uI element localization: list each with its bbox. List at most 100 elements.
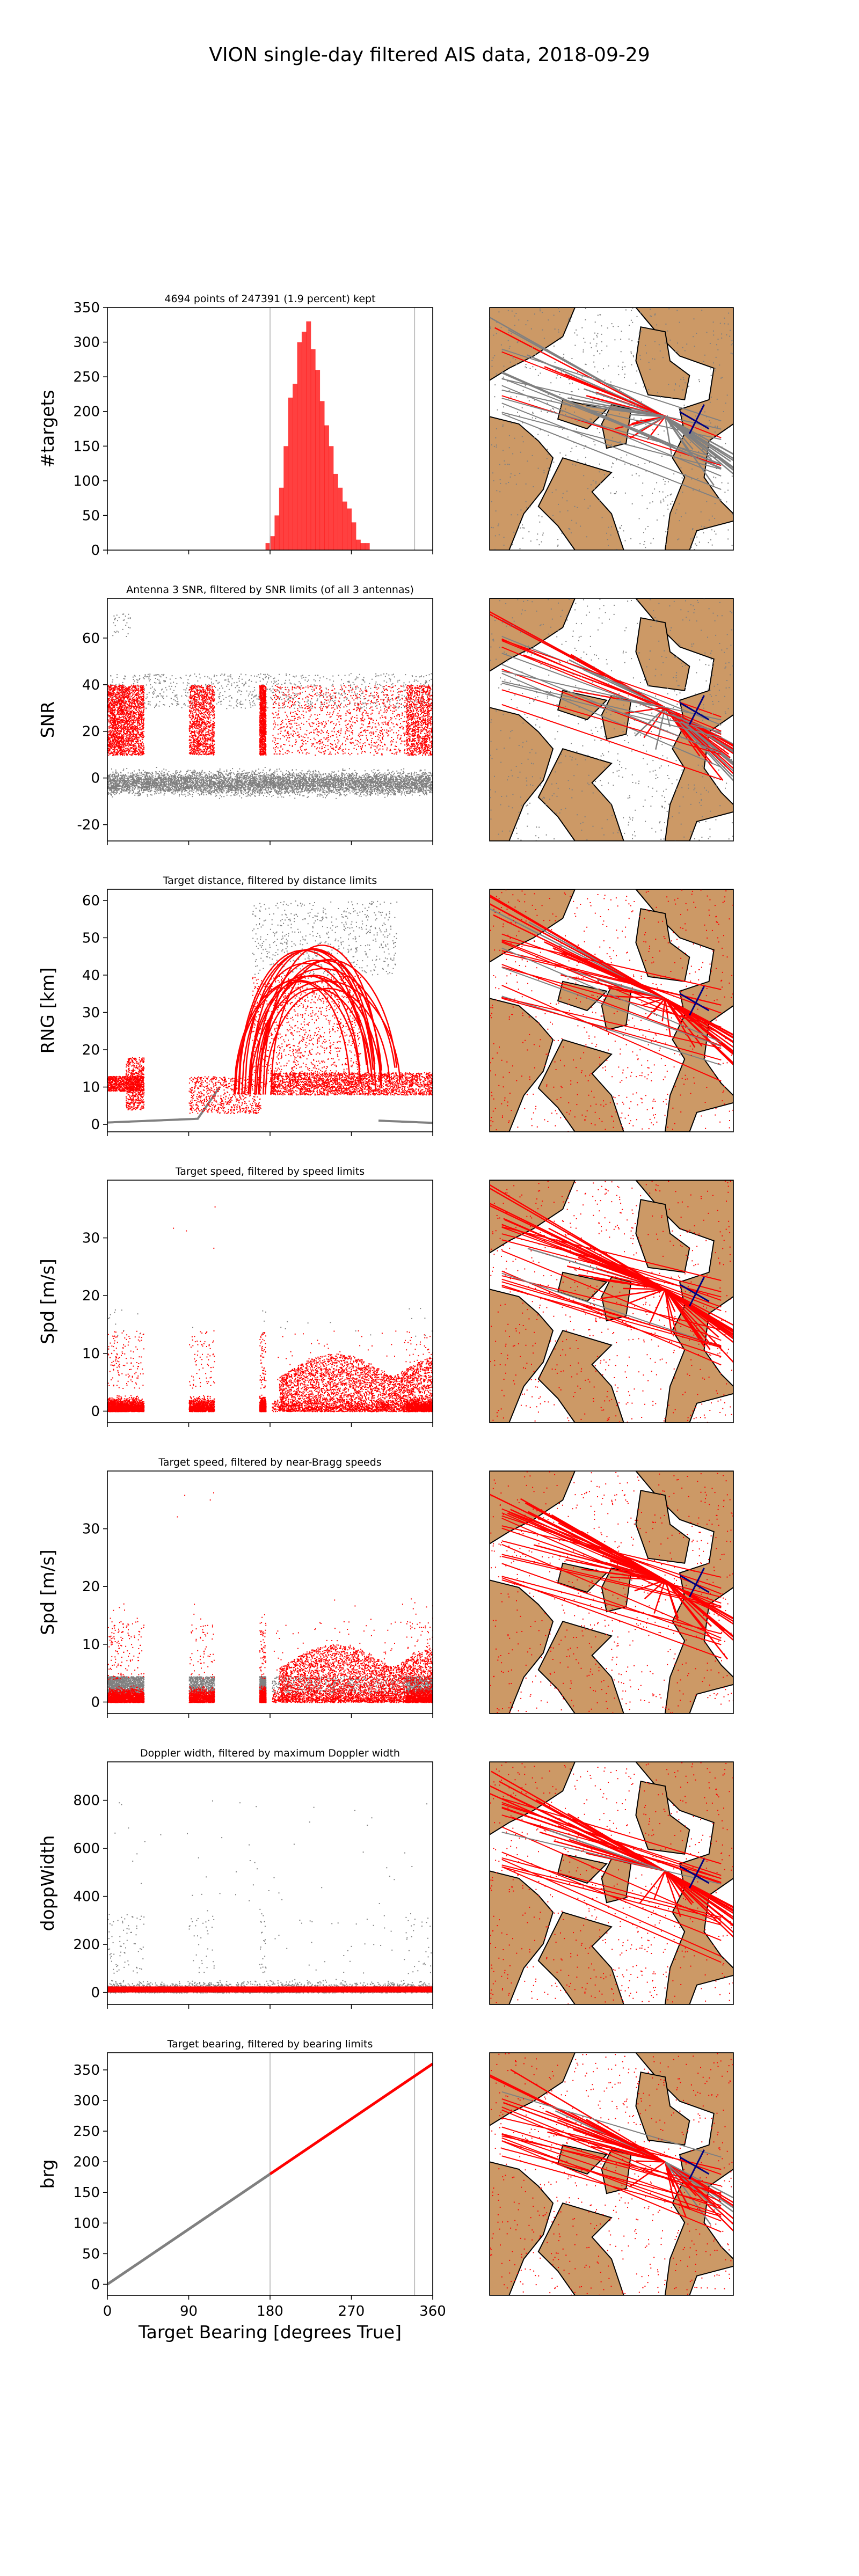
y-tick-label: 60 — [82, 893, 100, 909]
y-tick-label: 350 — [73, 300, 100, 316]
histogram-bar — [320, 401, 325, 550]
histogram-bar — [270, 536, 275, 550]
panel-title: Doppler width, filtered by maximum Doppl… — [140, 1747, 400, 1759]
y-tick-label: 50 — [82, 930, 100, 946]
histogram-bar — [329, 446, 333, 550]
y-tick-label: 0 — [91, 543, 100, 559]
histogram-bar — [343, 502, 347, 550]
scatter-points — [108, 1913, 434, 1974]
scatter-points — [112, 613, 131, 637]
scatter-points — [107, 685, 434, 756]
y-tick-label: 200 — [73, 2154, 100, 2170]
chart-panel-range: Target distance, filtered by distance li… — [37, 875, 434, 1136]
y-tick-label: 10 — [82, 1637, 100, 1653]
y-tick-label: 400 — [73, 1889, 100, 1905]
y-tick-label: 0 — [91, 1985, 100, 2001]
plot-area — [107, 1492, 434, 1703]
y-tick-label: 100 — [73, 2215, 100, 2231]
y-tick-label: 30 — [82, 1231, 100, 1247]
histogram-bar — [288, 398, 293, 550]
chart-panel-doppler: Doppler width, filtered by maximum Doppl… — [37, 1747, 434, 2009]
map-area — [454, 2053, 853, 2296]
panel-title: Target bearing, filtered by bearing limi… — [167, 2038, 373, 2050]
y-tick-label: 30 — [82, 1521, 100, 1538]
y-tick-label: 0 — [91, 1403, 100, 1419]
histogram-bar — [311, 349, 316, 550]
scatter-points — [177, 1492, 214, 1518]
scatter-points — [107, 767, 434, 799]
chart-panel-histogram: 4694 points of 247391 (1.9 percent) kept… — [37, 293, 433, 559]
bearing-series-line — [270, 2064, 433, 2174]
rejected-track — [378, 1121, 433, 1123]
y-tick-label: 250 — [73, 2124, 100, 2140]
axes-frame — [107, 598, 433, 841]
map-panel-2 — [453, 595, 852, 842]
panel-title: Target distance, filtered by distance li… — [163, 875, 377, 887]
histogram-bar — [347, 509, 352, 550]
histogram-bar — [360, 543, 365, 550]
map-panel-1 — [460, 300, 842, 551]
x-tick-label: 90 — [180, 2303, 198, 2319]
kept-band — [107, 1986, 433, 1992]
x-axis-label: Target Bearing [degrees True] — [138, 2322, 402, 2343]
histogram-bar — [324, 426, 329, 550]
y-axis-label: Spd [m/s] — [37, 1549, 58, 1635]
chart-panel-bearing: Target bearing, filtered by bearing limi… — [37, 2038, 446, 2343]
axes-frame — [107, 889, 433, 1132]
y-tick-label: 50 — [82, 508, 100, 524]
plot-area — [107, 1801, 434, 1994]
y-tick-label: 150 — [73, 438, 100, 455]
y-tick-label: 30 — [82, 1005, 100, 1021]
histogram-bar — [365, 543, 370, 550]
histogram-bar — [266, 543, 271, 550]
y-axis-label: SNR — [37, 701, 58, 738]
map-panel-5 — [484, 1471, 859, 1715]
x-tick-label: 180 — [257, 2303, 283, 2319]
panel-title: Target speed, filtered by speed limits — [175, 1166, 365, 1177]
y-tick-label: 300 — [73, 335, 100, 351]
y-tick-label: 300 — [73, 2093, 100, 2109]
scatter-points — [252, 901, 397, 976]
histogram-bar — [274, 515, 279, 550]
x-tick-label: 270 — [338, 2303, 365, 2319]
histogram-bar — [293, 384, 297, 550]
scatter-points — [114, 1801, 427, 1920]
map-area — [460, 300, 842, 551]
bearing-series-line — [107, 2174, 270, 2284]
scatter-points — [270, 1072, 434, 1096]
plot-area — [107, 2053, 433, 2295]
chart-panel-speed: Target speed, filtered by speed limits Sp… — [37, 1166, 434, 1427]
panel-title: 4694 points of 247391 (1.9 percent) kept — [164, 293, 375, 305]
panel-title: Target speed, filtered by near-Bragg spe… — [158, 1457, 381, 1468]
x-tick-label: 0 — [103, 2303, 112, 2319]
y-axis-label: #targets — [37, 390, 58, 467]
map-area — [484, 1471, 859, 1715]
histogram-bar — [338, 488, 343, 550]
map-panel-4 — [471, 1178, 857, 1424]
y-tick-label: 10 — [82, 1346, 100, 1362]
y-tick-label: 40 — [82, 677, 100, 693]
scatter-points — [173, 1206, 216, 1249]
y-tick-label: 350 — [73, 2062, 100, 2079]
y-tick-label: 40 — [82, 968, 100, 984]
y-tick-label: 20 — [82, 1579, 100, 1595]
map-panel-3 — [456, 877, 857, 1133]
y-tick-label: 600 — [73, 1841, 100, 1857]
y-tick-label: 0 — [91, 771, 100, 787]
y-tick-label: 200 — [73, 1937, 100, 1953]
y-tick-label: 0 — [91, 2277, 100, 2293]
scatter-points — [110, 1598, 434, 1628]
y-tick-label: 50 — [82, 2246, 100, 2262]
histogram-bar — [315, 370, 320, 550]
y-tick-label: 60 — [82, 631, 100, 647]
histogram-bar — [302, 332, 307, 550]
y-tick-label: 20 — [82, 1042, 100, 1058]
y-axis-label: Spd [m/s] — [37, 1258, 58, 1344]
y-axis-label: doppWidth — [37, 1835, 58, 1931]
y-axis-label: RNG [km] — [37, 968, 58, 1054]
chart-panel-snr: Antenna 3 SNR, filtered by SNR limits (o… — [37, 584, 434, 845]
histogram-bar — [352, 522, 356, 550]
map-area — [453, 595, 852, 842]
plot-area — [107, 1206, 434, 1413]
